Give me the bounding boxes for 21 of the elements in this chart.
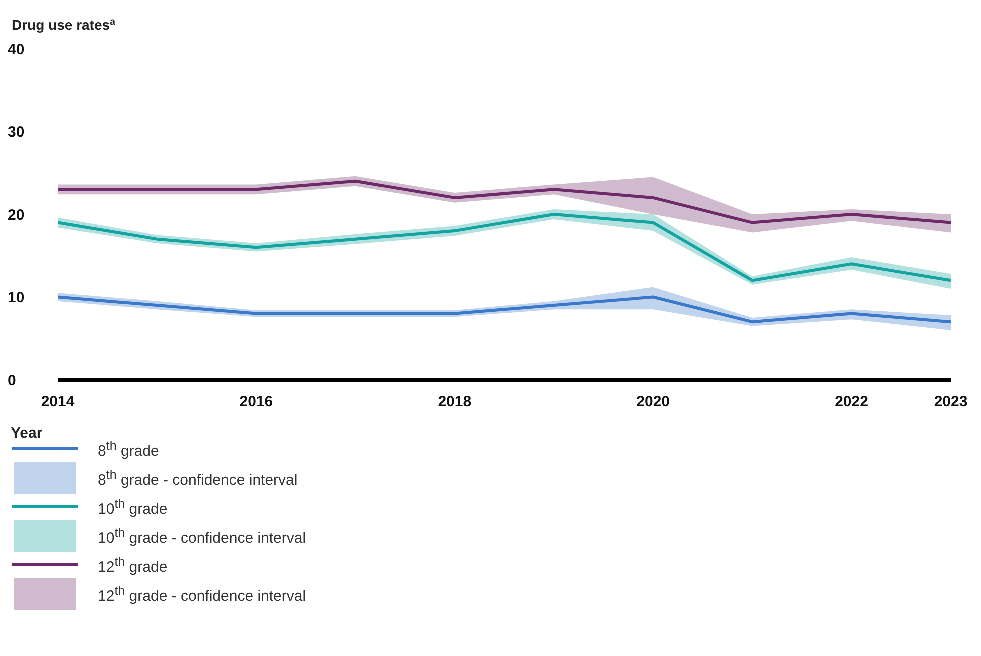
legend-label: 10$^{th}$ grade: [98, 496, 168, 518]
line-series: [58, 180, 951, 224]
x-tick-label: 2018: [438, 394, 472, 411]
y-tick-label: 10: [8, 290, 25, 307]
text: 12$^{th}$ grade - confidence interval: [98, 584, 306, 604]
y-tick-label: 20: [8, 206, 25, 224]
x-tick-label: 2022: [835, 394, 868, 411]
y-tick-label: 0: [8, 372, 16, 390]
x-tick-label: 2014: [41, 394, 76, 411]
y-axis-title: Drug use rates$^{a}$: [12, 16, 116, 33]
x-tick-label: 2020: [636, 394, 670, 411]
text: 10$^{th}$ grade - confidence interval: [98, 526, 306, 546]
x-tick-label: 2023: [934, 394, 968, 411]
line-series: [58, 296, 951, 324]
x-axis-title: Year: [11, 425, 43, 442]
x-tick-label: 2016: [240, 394, 274, 411]
legend-label: 8$^{th}$ grade: [98, 438, 160, 460]
y-tick-label: 40: [8, 41, 25, 58]
y-tick-label: 30: [8, 124, 25, 142]
text: 8$^{th}$ grade - confidence interval: [98, 468, 298, 488]
legend-label: 12$^{th}$ grade: [98, 554, 168, 576]
